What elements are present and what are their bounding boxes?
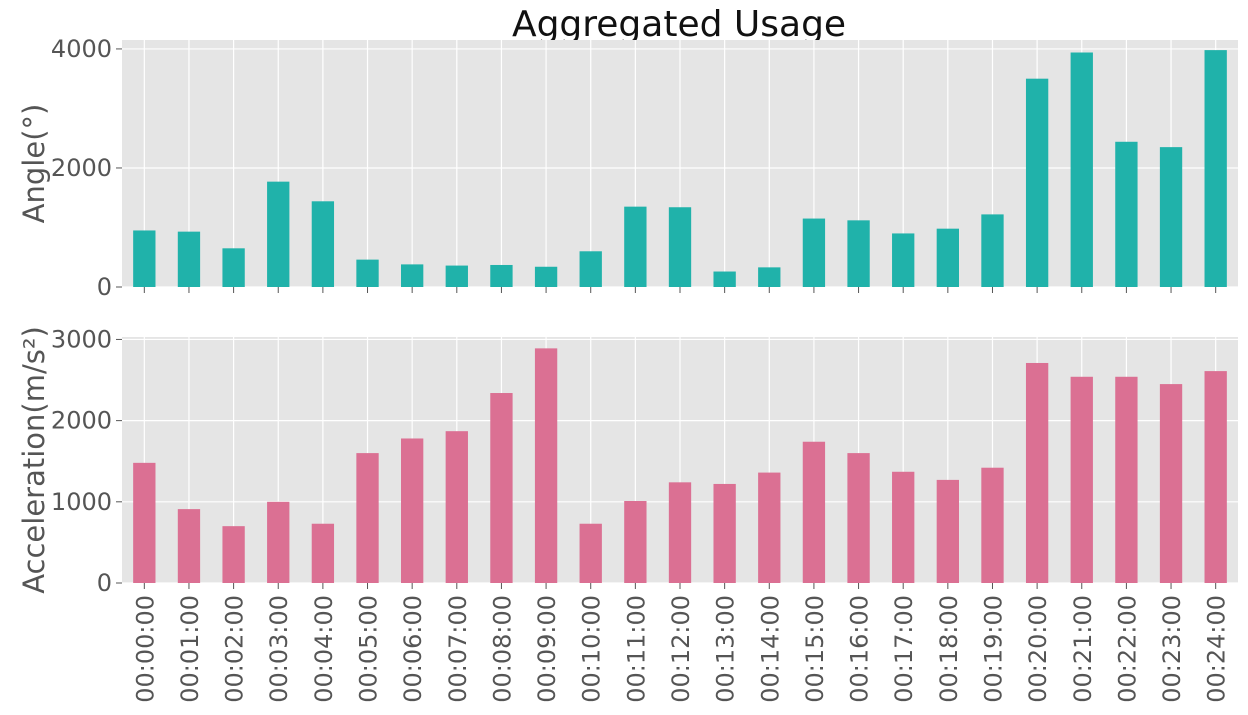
acceleration-bar-00-06-00 (401, 438, 424, 583)
xtick-label-00-02-00: 00:02:00 (221, 595, 249, 703)
angle-axis-label: Angle(°) (17, 104, 51, 224)
acceleration-bar-00-00-00 (133, 462, 156, 583)
acceleration-bar-00-09-00 (534, 348, 558, 583)
angle-bar-00-13-00 (713, 271, 736, 287)
angle-bar-00-23-00 (1159, 147, 1183, 287)
acceleration-bar-00-03-00 (267, 501, 290, 583)
acceleration-bar-00-01-00 (177, 509, 201, 583)
xtick-label-00-14-00: 00:14:00 (756, 595, 784, 703)
acceleration-bar-00-16-00 (847, 453, 870, 583)
acceleration-ytick-label-0: 0 (97, 569, 112, 597)
angle-bar-00-11-00 (624, 206, 647, 287)
xtick-label-00-10-00: 00:10:00 (578, 595, 606, 703)
acceleration-bar-00-12-00 (668, 482, 692, 583)
angle-bar-00-08-00 (490, 264, 513, 287)
xtick-label-00-12-00: 00:12:00 (667, 595, 695, 703)
angle-bar-00-02-00 (222, 248, 245, 287)
xtick-label-00-06-00: 00:06:00 (399, 595, 427, 703)
acceleration-bar-00-17-00 (892, 471, 915, 583)
acceleration-ytick-label-3000: 3000 (51, 325, 112, 353)
acceleration-bar-00-13-00 (713, 483, 736, 583)
acceleration-bar-00-20-00 (1025, 362, 1049, 583)
acceleration-ytick-label-1000: 1000 (51, 488, 112, 516)
xtick-label-00-23-00: 00:23:00 (1158, 595, 1186, 703)
xtick-label-00-20-00: 00:20:00 (1024, 595, 1052, 703)
acceleration-bar-00-22-00 (1115, 376, 1138, 583)
xtick-label-00-08-00: 00:08:00 (488, 595, 516, 703)
angle-bar-00-21-00 (1070, 52, 1093, 287)
acceleration-bar-00-04-00 (311, 523, 335, 583)
xtick-label-00-11-00: 00:11:00 (622, 595, 650, 703)
acceleration-panel: 0 1000 2000 3000 Acceleration(m/s²) 00:00:0… (17, 325, 1238, 703)
angle-ytick-label-4000: 4000 (51, 35, 112, 63)
xtick-label-00-05-00: 00:05:00 (355, 595, 383, 703)
acceleration-bar-00-19-00 (981, 467, 1004, 583)
angle-bar-00-22-00 (1115, 141, 1138, 287)
angle-bar-00-17-00 (892, 233, 915, 287)
xtick-label-00-16-00: 00:16:00 (846, 595, 874, 703)
angle-bar-00-01-00 (177, 231, 201, 287)
chart-title: Aggregated Usage (512, 4, 846, 45)
angle-bar-00-20-00 (1025, 78, 1049, 288)
acceleration-bar-00-18-00 (936, 479, 959, 583)
acceleration-bar-00-07-00 (445, 431, 468, 583)
angle-ytick-label-0: 0 (97, 273, 112, 301)
xtick-label-00-15-00: 00:15:00 (801, 595, 829, 703)
xtick-label-00-13-00: 00:13:00 (712, 595, 740, 703)
xtick-label-00-21-00: 00:21:00 (1069, 595, 1097, 703)
acceleration-ytick-label-2000: 2000 (51, 407, 112, 435)
angle-bar-00-05-00 (356, 259, 379, 287)
acceleration-bar-00-02-00 (222, 526, 245, 583)
angle-panel: 0 2000 4000 Angle(°) (17, 35, 1238, 301)
xtick-label-00-00-00: 00:00:00 (131, 595, 159, 703)
angle-bar-00-07-00 (445, 265, 468, 287)
acceleration-axis-label: Acceleration(m/s²) (17, 326, 51, 594)
xtick-label-00-22-00: 00:22:00 (1113, 595, 1141, 703)
angle-bar-00-04-00 (311, 201, 335, 287)
acceleration-bar-00-21-00 (1070, 376, 1093, 583)
angle-bar-00-03-00 (267, 181, 290, 287)
xtick-label-00-03-00: 00:03:00 (265, 595, 293, 703)
acceleration-bar-00-15-00 (802, 441, 826, 583)
angle-bar-00-10-00 (579, 251, 602, 287)
angle-bar-00-14-00 (758, 267, 781, 287)
angle-bar-00-24-00 (1204, 50, 1227, 287)
xtick-label-00-18-00: 00:18:00 (935, 595, 963, 703)
angle-bar-00-06-00 (401, 264, 424, 287)
xtick-label-00-04-00: 00:04:00 (310, 595, 338, 703)
xtick-label-00-07-00: 00:07:00 (444, 595, 472, 703)
xtick-label-00-24-00: 00:24:00 (1203, 595, 1231, 703)
angle-bar-00-19-00 (981, 214, 1004, 287)
xtick-label-00-19-00: 00:19:00 (979, 595, 1007, 703)
angle-bar-00-16-00 (847, 220, 870, 287)
acceleration-bar-00-11-00 (624, 501, 647, 583)
acceleration-bar-00-10-00 (579, 523, 602, 583)
angle-bar-00-12-00 (668, 207, 692, 287)
xtick-label-00-09-00: 00:09:00 (533, 595, 561, 703)
angle-ytick-label-2000: 2000 (51, 154, 112, 182)
acceleration-bar-00-05-00 (356, 453, 379, 583)
acceleration-bar-00-14-00 (758, 472, 781, 583)
angle-bar-00-15-00 (802, 218, 826, 287)
acceleration-bar-00-24-00 (1204, 371, 1227, 583)
angle-bar-00-00-00 (133, 230, 156, 287)
angle-bar-00-09-00 (534, 266, 558, 287)
xtick-label-00-17-00: 00:17:00 (890, 595, 918, 703)
angle-bar-00-18-00 (936, 228, 959, 287)
acceleration-bar-00-08-00 (490, 393, 513, 583)
xtick-label-00-01-00: 00:01:00 (176, 595, 204, 703)
acceleration-bar-00-23-00 (1159, 384, 1183, 583)
